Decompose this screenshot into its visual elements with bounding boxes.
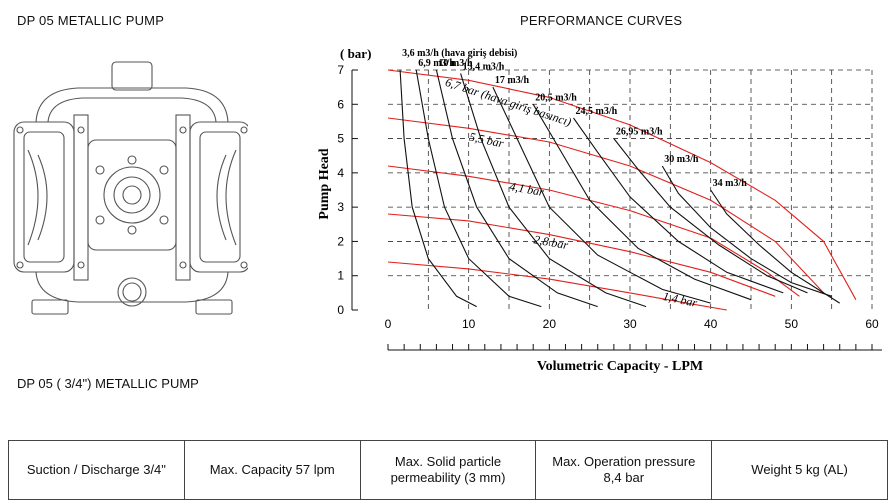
air-flow-curve: [399, 69, 477, 308]
y-tick-label: 7: [337, 63, 344, 77]
air-flow-label: 26,95 m3/h: [616, 127, 663, 138]
air-flow-label: 6,9 m3/h: [418, 58, 455, 69]
air-flow-label: 30 m3/h: [664, 154, 699, 165]
y-tick-label: 4: [337, 166, 344, 180]
x-tick-label: 0: [385, 317, 392, 331]
performance-curves-title: PERFORMANCE CURVES: [520, 13, 683, 28]
pressure-curve: [387, 69, 857, 300]
pressure-label: 2,8 bar: [533, 232, 570, 252]
spec-max-pressure: Max. Operation pressure 8,4 bar: [535, 440, 713, 500]
spec-max-capacity: Max. Capacity 57 lpm: [183, 440, 361, 500]
air-flow-label: 13,4 m3/h: [463, 61, 505, 72]
air-flow-label: 24,5 m3/h: [576, 106, 618, 117]
pump-model-subtitle: DP 05 ( 3/4") METALLIC PUMP: [17, 376, 199, 391]
chart-series: 3,6 m3/h (hava giriş debisi)6,9 m3/h10 m…: [387, 48, 857, 311]
x-tick-label: 40: [704, 317, 718, 331]
specs-table: Suction / Discharge 3/4" Max. Capacity 5…: [8, 440, 888, 500]
y-axis-label: Pump Head: [317, 148, 332, 219]
x-tick-label: 20: [543, 317, 557, 331]
air-flow-label: 17 m3/h: [495, 75, 530, 86]
air-flow-curve: [532, 104, 752, 301]
air-flow-curve: [661, 165, 832, 297]
y-tick-label: 1: [337, 269, 344, 283]
air-flow-label: 10 m3/h: [438, 58, 473, 69]
spec-solid-particle: Max. Solid particle permeability (3 mm): [359, 440, 537, 500]
air-flow-label: 34 m3/h: [713, 178, 748, 189]
y-tick-label: 3: [337, 200, 344, 214]
pressure-label: 4,1 bar: [508, 179, 545, 199]
x-axis-label: Volumetric Capacity - LPM: [537, 359, 703, 374]
y-tick-label: 0: [337, 303, 344, 317]
y-tick-label: 2: [337, 234, 344, 248]
air-flow-curve: [613, 138, 808, 294]
pressure-curve: [387, 261, 727, 311]
y-tick-label: 6: [337, 97, 344, 111]
chart-grid: [388, 69, 873, 310]
x-tick-label: 10: [462, 317, 476, 331]
pressure-curve: [387, 165, 800, 297]
pressure-label: 5,5 bar: [468, 130, 505, 151]
air-flow-curve: [435, 69, 598, 308]
chart-axes: 0 1 2 3 4 5 6 7 0 10 20 30 40 50 60: [337, 63, 882, 351]
x-tick-label: 60: [865, 317, 879, 331]
air-flow-curve: [415, 69, 542, 308]
air-flow-curve: [573, 117, 784, 294]
air-flow-label: 20,5 m3/h: [535, 92, 577, 103]
air-flow-label: 3,6 m3/h (hava giriş debisi): [402, 48, 517, 59]
air-flow-curve: [710, 189, 840, 304]
pump-model-title: DP 05 METALLIC PUMP: [17, 13, 165, 28]
pump-illustration: [13, 61, 248, 315]
spec-suction-discharge: Suction / Discharge 3/4": [8, 440, 185, 500]
pressure-curve: [387, 213, 776, 297]
x-tick-label: 50: [785, 317, 799, 331]
pressure-label: 1,4 bar: [662, 289, 699, 310]
performance-chart: 3,6 m3/h (hava giriş debisi)6,9 m3/h10 m…: [317, 46, 882, 374]
air-flow-curve: [492, 86, 711, 304]
y-axis-unit: ( bar): [340, 46, 371, 61]
y-tick-label: 5: [337, 132, 344, 146]
x-tick-label: 30: [623, 317, 637, 331]
spec-weight: Weight 5 kg (AL): [711, 440, 888, 500]
pressure-curve: [387, 117, 825, 294]
specs-row: Suction / Discharge 3/4" Max. Capacity 5…: [8, 440, 888, 500]
air-flow-curve: [460, 73, 647, 308]
